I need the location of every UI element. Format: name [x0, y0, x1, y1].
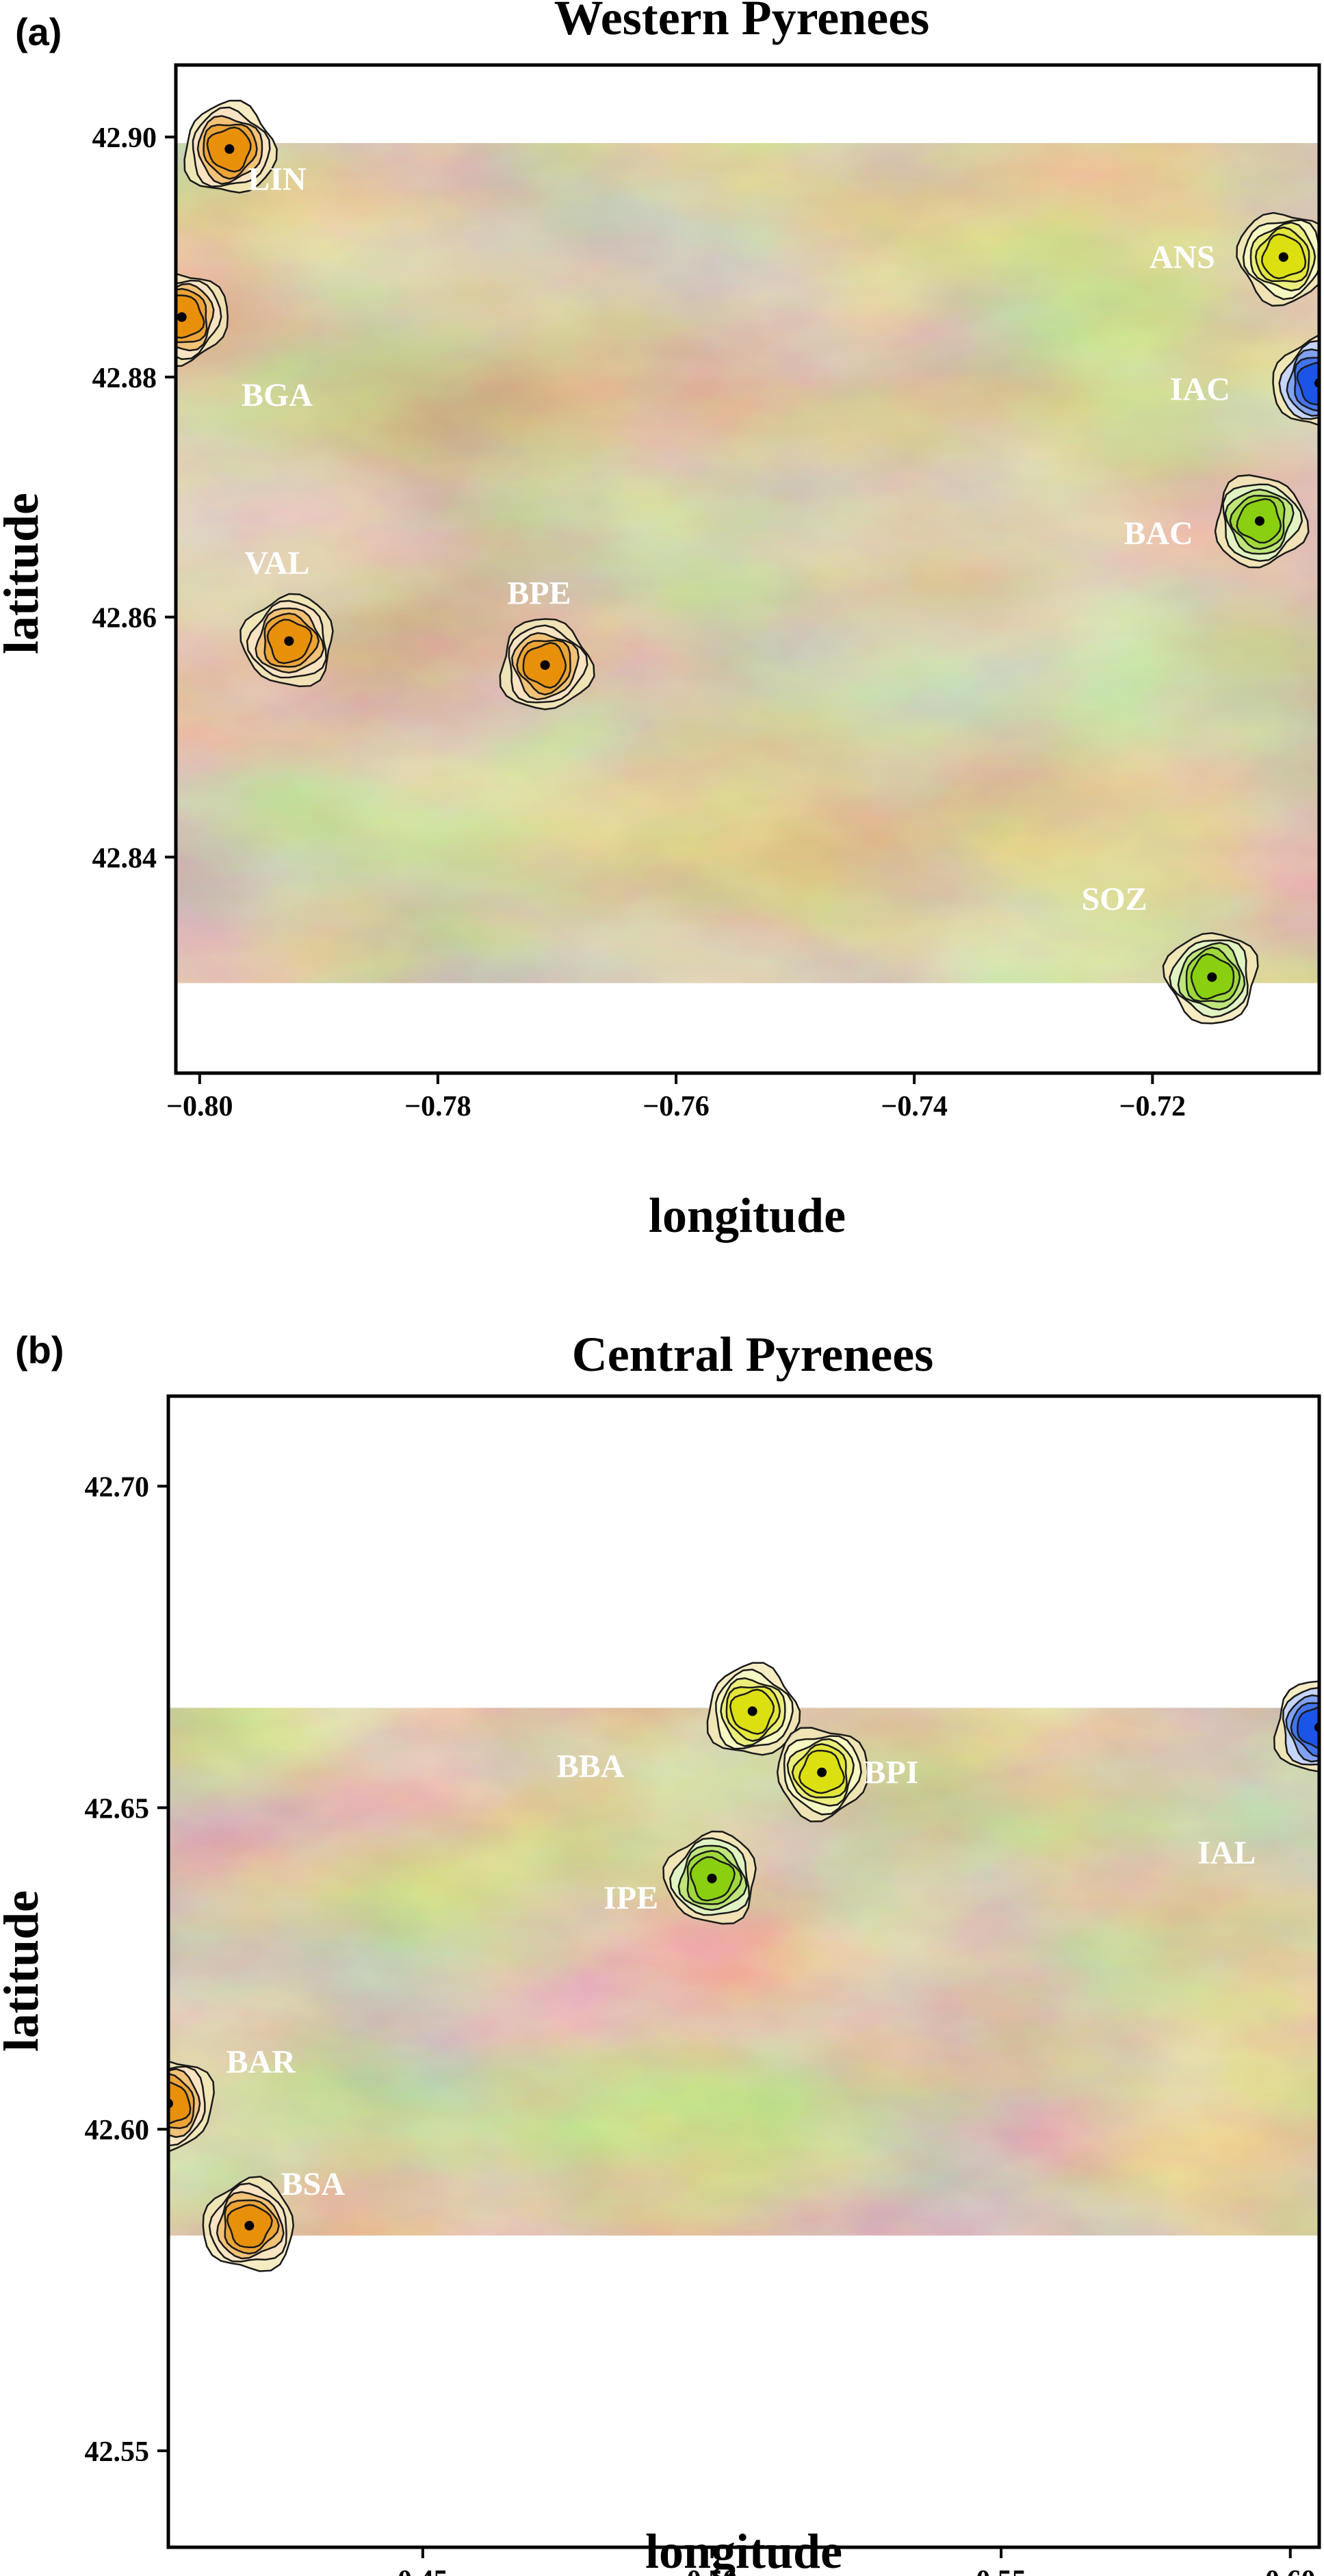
panel-a: (a) Western Pyrenees LIN BGA VAL BPE ANS IAC B… — [0, 0, 1321, 1243]
site-bsa-point — [244, 2221, 255, 2231]
site-bba-point — [747, 1706, 757, 1716]
site-bpe — [499, 618, 595, 710]
panel-a-frame — [174, 63, 1321, 1075]
panel-b-label: (b) — [15, 1328, 64, 1371]
panel-a-title: Western Pyrenees — [554, 0, 930, 45]
site-soz — [1162, 932, 1259, 1025]
site-val-label: VAL — [244, 545, 309, 582]
panel-b: (b) Central Pyrenees BBA BPIIPEIALBARBSA … — [0, 1327, 1321, 2576]
site-bpe-point — [540, 660, 550, 670]
panel-b-map: BBA BPI IPE IAL BAR BSA — [168, 1662, 1319, 2272]
site-soz-point — [1207, 972, 1217, 982]
panel-a-elevation-raster — [176, 143, 1319, 983]
panel-b-elevation-raster — [168, 1708, 1319, 2236]
x-tick-label: −0.76 — [642, 1091, 709, 1122]
x-tick-label: −0.80 — [166, 1091, 233, 1122]
site-bga-label: BGA — [242, 377, 313, 413]
panel-b-sites: BBA BPI IPE IAL BAR BSA — [168, 1662, 1319, 2272]
y-tick-label: 42.55 — [85, 2436, 150, 2468]
x-tick-label: 0.45 — [398, 2565, 448, 2576]
panel-a-sites: LIN BGA VAL BPE ANS IAC BAC SOZ — [176, 99, 1319, 1025]
x-tick-label: 0.60 — [1265, 2565, 1316, 2576]
site-ans-point — [1278, 252, 1288, 262]
y-tick-label: 42.70 — [85, 1472, 150, 1504]
site-bsa-label: BSA — [281, 2166, 346, 2202]
site-bba-label: BBA — [557, 1748, 625, 1784]
panel-a-x-axis-label: longitude — [649, 1188, 846, 1243]
site-bsa — [202, 2176, 295, 2272]
panel-a-y-axis: 42.84 42.86 42.88 42.90 — [92, 123, 176, 874]
y-tick-label: 42.90 — [92, 123, 157, 154]
site-bar-label: BAR — [226, 2044, 297, 2081]
site-bga-contour — [176, 294, 205, 339]
panel-b-y-axis: 42.55 42.60 42.65 42.70 — [85, 1472, 168, 2468]
y-tick-label: 42.84 — [92, 842, 157, 874]
site-soz-label: SOZ — [1082, 881, 1147, 918]
site-ial — [1273, 1680, 1319, 1773]
site-bac — [1214, 474, 1310, 569]
site-iac — [1272, 334, 1319, 426]
site-bac-label: BAC — [1124, 515, 1193, 552]
site-bpi — [776, 1727, 869, 1822]
site-bga — [176, 272, 229, 368]
y-tick-label: 42.88 — [92, 363, 157, 394]
site-bar-contour — [168, 2081, 192, 2125]
site-bac-point — [1254, 516, 1264, 526]
panel-a-y-axis-label: latitude — [0, 493, 49, 654]
site-lin-point — [224, 144, 235, 154]
site-val — [239, 593, 334, 688]
site-lin-label: LIN — [248, 162, 307, 198]
site-ipe — [662, 1830, 757, 1925]
site-iac-label: IAC — [1170, 371, 1230, 407]
panel-b-x-axis-label: longitude — [645, 2524, 842, 2576]
y-tick-label: 42.65 — [85, 1793, 150, 1825]
panel-b-title: Central Pyrenees — [572, 1327, 934, 1382]
site-ipe-label: IPE — [603, 1880, 658, 1916]
site-bpi-label: BPI — [864, 1755, 919, 1791]
x-tick-label: −0.72 — [1119, 1091, 1186, 1122]
x-tick-label: 0.50 — [687, 2565, 738, 2576]
y-tick-label: 42.86 — [92, 603, 157, 634]
panel-b-raster-tint — [168, 1708, 1319, 2236]
panel-a-x-axis: −0.80 −0.78 −0.76 −0.74 −0.72 — [166, 1073, 1186, 1122]
site-bba — [706, 1662, 801, 1756]
panel-a-map: LIN BGA VAL BPE ANS IAC BAC SOZ — [176, 99, 1319, 1025]
panel-a-label: (a) — [15, 10, 62, 53]
site-ans-label: ANS — [1150, 240, 1215, 276]
site-val-point — [284, 636, 294, 646]
panel-b-x-axis: 0.45 0.50 0.55 0.60 — [398, 2547, 1315, 2576]
x-tick-label: −0.74 — [881, 1091, 947, 1122]
site-lin — [183, 99, 278, 194]
site-bpe-label: BPE — [507, 576, 571, 612]
site-bar — [168, 2060, 215, 2153]
panel-b-y-axis-label: latitude — [0, 1890, 49, 2052]
site-ial-label: IAL — [1197, 1835, 1256, 1871]
y-tick-label: 42.60 — [85, 2115, 150, 2146]
site-ial-contour — [1297, 1705, 1319, 1750]
site-iac-contour — [1296, 361, 1319, 406]
site-bga-point — [177, 312, 187, 322]
x-tick-label: 0.55 — [976, 2565, 1026, 2576]
site-bpi-point — [817, 1767, 827, 1777]
site-ipe-point — [707, 1873, 717, 1883]
panel-b-frame — [166, 1394, 1321, 2549]
site-ans — [1236, 211, 1319, 307]
x-tick-label: −0.78 — [404, 1091, 471, 1122]
panel-a-raster-tint — [176, 143, 1319, 983]
